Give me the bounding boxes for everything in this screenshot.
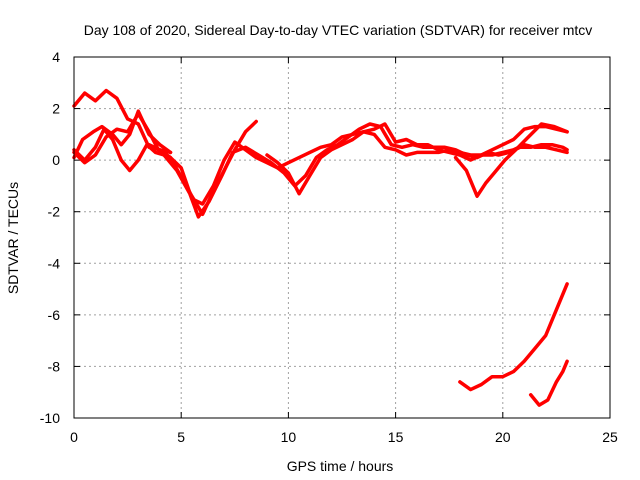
y-axis-ticks: -10 -8 -6 -4 -2 0 2 4	[40, 49, 610, 426]
x-tick-label: 15	[388, 429, 404, 445]
plot-frame	[73, 56, 611, 419]
x-tick-label: 20	[495, 429, 511, 445]
y-tick-label: -6	[48, 307, 61, 323]
series-line-sat-c	[72, 127, 166, 173]
chart-title: Day 108 of 2020, Sidereal Day-to-day VTE…	[84, 22, 593, 38]
y-tick-label: -10	[40, 410, 60, 426]
series-line-sat-f	[162, 122, 569, 219]
x-axis-label: GPS time / hours	[287, 458, 394, 474]
series-line-sat-i	[458, 282, 569, 392]
y-tick-label: -8	[48, 358, 61, 374]
x-tick-label: 25	[602, 429, 618, 445]
y-tick-label: -4	[48, 255, 61, 271]
series-line-sat-j	[528, 359, 569, 407]
y-tick-label: 4	[52, 49, 60, 65]
series-line-sat-g	[265, 122, 569, 196]
y-tick-label: 2	[52, 101, 60, 117]
series-line-sat-h	[453, 122, 569, 198]
series-traces	[72, 88, 569, 407]
y-tick-label: 0	[52, 152, 60, 168]
x-tick-label: 0	[70, 429, 78, 445]
y-tick-label: -2	[48, 204, 61, 220]
x-tick-label: 10	[281, 429, 297, 445]
x-axis-ticks: 0 5 10 15 20 25	[70, 57, 618, 445]
grid-lines	[74, 57, 610, 418]
x-tick-label: 5	[177, 429, 185, 445]
y-axis-label: SDTVAR / TECUs	[5, 182, 21, 294]
